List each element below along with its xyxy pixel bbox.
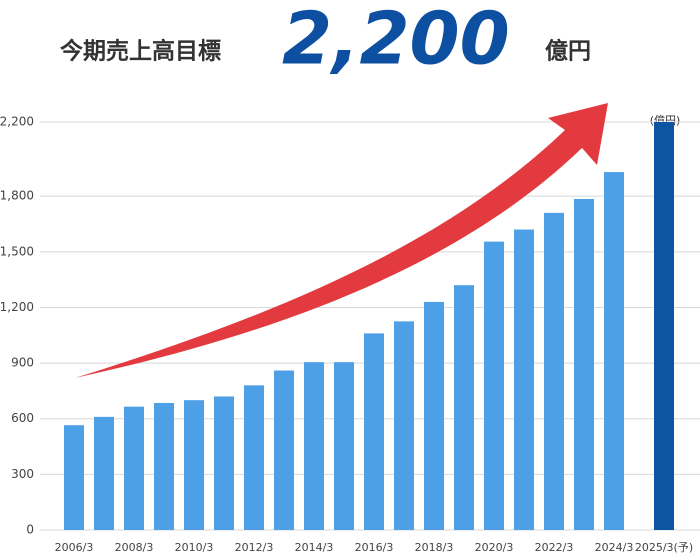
bar: [484, 241, 504, 531]
y-tick-label: 2,200: [0, 115, 34, 129]
y-tick-label: 300: [11, 467, 34, 481]
x-tick-label: 2006/3: [55, 541, 94, 554]
y-tick-label: 1,800: [0, 189, 34, 203]
x-tick-label: 2010/3: [175, 541, 214, 554]
bar: [514, 229, 534, 530]
bar: [184, 400, 204, 530]
chart-title: 今期売上高目標: [60, 38, 221, 65]
x-tick-label: 2024/3: [595, 541, 634, 554]
x-tick-label: 2022/3: [535, 541, 574, 554]
plot: 0 300 600 900 1,200 1,500 1,800 2,200 2006/3 2008…: [0, 115, 700, 554]
x-tick-label: 2018/3: [415, 541, 454, 554]
bar: [124, 406, 144, 530]
headline-value: 2,200: [282, 0, 510, 81]
y-tick-label: 900: [11, 356, 34, 370]
headline-unit: 億円: [545, 38, 591, 65]
bar: [244, 385, 264, 530]
x-tick-label: 2016/3: [355, 541, 394, 554]
bar: [574, 198, 594, 531]
bar: [394, 321, 414, 530]
bar: [64, 425, 84, 530]
bar: [604, 172, 624, 530]
y-tick-label: 1,200: [0, 300, 34, 314]
bar: [154, 402, 174, 530]
y-tick-label: 1,500: [0, 244, 34, 258]
x-tick-label: 2025/3(予): [635, 541, 693, 554]
x-tick-label: 2014/3: [295, 541, 334, 554]
x-tick-label: 2020/3: [475, 541, 514, 554]
bar: [304, 362, 324, 530]
y-tick-label: 0: [26, 523, 34, 537]
y-tick-label: 600: [11, 411, 34, 425]
bar: [454, 285, 474, 530]
bar: [544, 212, 564, 530]
bar: [274, 370, 294, 530]
bar: [424, 301, 444, 530]
bar: [654, 122, 674, 530]
x-tick-label: 2012/3: [235, 541, 274, 554]
bar: [94, 416, 114, 530]
x-tick-label: 2008/3: [115, 541, 154, 554]
bar: [214, 396, 234, 530]
bar: [334, 362, 354, 530]
bar: [364, 333, 384, 530]
